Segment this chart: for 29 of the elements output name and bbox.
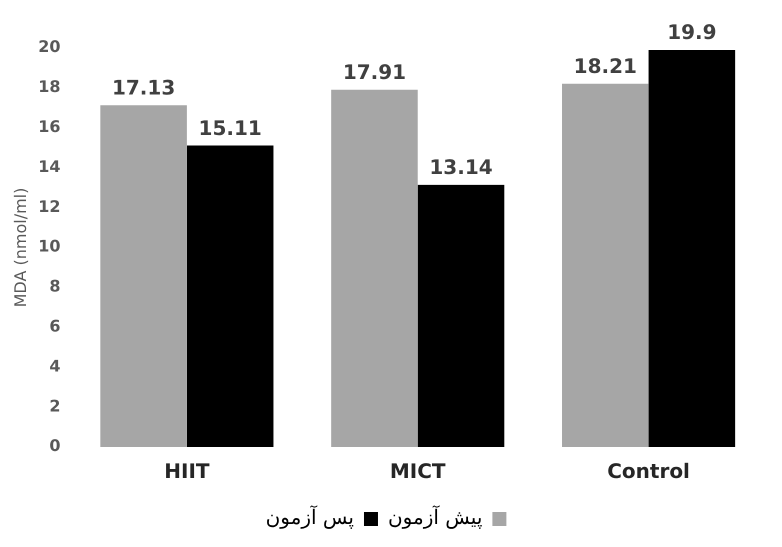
bar: [562, 84, 649, 447]
data-label: 13.14: [429, 155, 493, 180]
y-axis-title: MDA (nmol/ml): [10, 188, 30, 308]
y-tick-label: 16: [38, 116, 60, 136]
x-tick-label: MICT: [390, 459, 446, 484]
y-tick-label: 6: [49, 316, 60, 336]
x-tick-label: Control: [607, 459, 690, 484]
legend-label: پس آزمون: [266, 505, 354, 530]
bar: [648, 50, 736, 447]
y-tick-label: 0: [49, 436, 60, 456]
bar: [331, 90, 418, 447]
bar: [418, 184, 504, 447]
bar: [100, 105, 187, 447]
legend-label: پیش آزمون: [388, 505, 482, 530]
data-label: 15.11: [198, 116, 262, 140]
y-tick-label: 18: [38, 77, 60, 96]
y-tick-label: 4: [49, 356, 60, 376]
data-label: 18.21: [574, 54, 637, 78]
y-tick-label: 8: [49, 276, 60, 296]
data-label: 17.13: [112, 75, 176, 100]
y-tick-label: 20: [38, 37, 60, 56]
data-label: 17.91: [342, 60, 406, 84]
y-tick-label: 10: [38, 236, 60, 256]
x-tick-label: HIIT: [164, 459, 210, 484]
bar: [186, 146, 274, 447]
data-label: 19.9: [667, 20, 717, 44]
y-tick-label: 12: [38, 196, 60, 216]
y-tick-label: 14: [38, 156, 60, 176]
y-tick-label: 2: [49, 396, 60, 416]
